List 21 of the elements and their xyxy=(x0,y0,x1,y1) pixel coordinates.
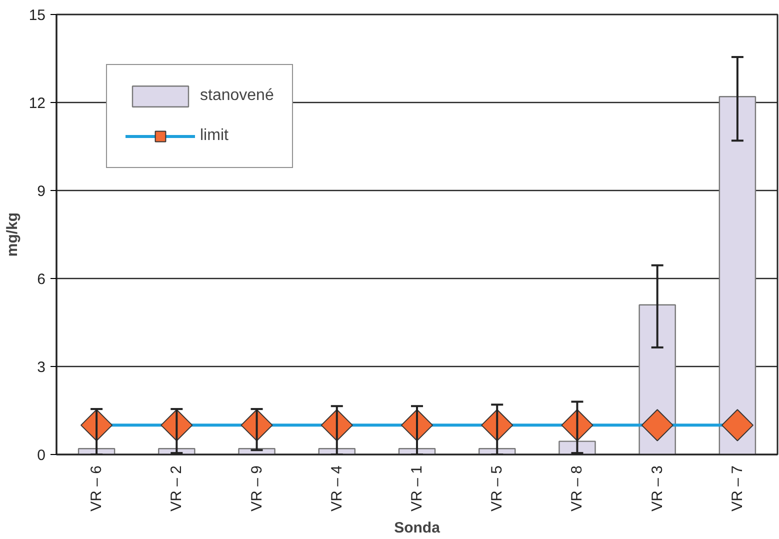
x-tick-label: VR – 2 xyxy=(168,466,186,512)
x-tick-label: VR – 5 xyxy=(488,466,506,512)
x-tick-label: VR – 3 xyxy=(648,465,666,512)
y-tick-label: 0 xyxy=(37,447,46,464)
y-axis-title: mg/kg xyxy=(4,212,21,257)
y-tick-label: 15 xyxy=(28,7,46,24)
y-tick-label: 6 xyxy=(37,271,46,288)
bar xyxy=(718,96,756,454)
x-tick-label: VR – 6 xyxy=(88,466,106,512)
x-tick-label: VR – 7 xyxy=(728,466,746,512)
y-tick-label: 9 xyxy=(37,183,46,200)
x-tick-label: VR – 9 xyxy=(248,466,266,512)
y-tick-label: 3 xyxy=(37,359,46,376)
bar xyxy=(558,440,596,454)
legend-label: stanovené xyxy=(200,87,274,105)
y-tick-label: 12 xyxy=(28,95,46,112)
x-tick-label: VR – 1 xyxy=(408,466,426,512)
x-tick-label: VR – 8 xyxy=(568,465,586,512)
legend-label: limit xyxy=(200,127,228,145)
x-axis-title: Sonda xyxy=(394,519,441,536)
x-tick-label: VR – 4 xyxy=(328,466,346,512)
